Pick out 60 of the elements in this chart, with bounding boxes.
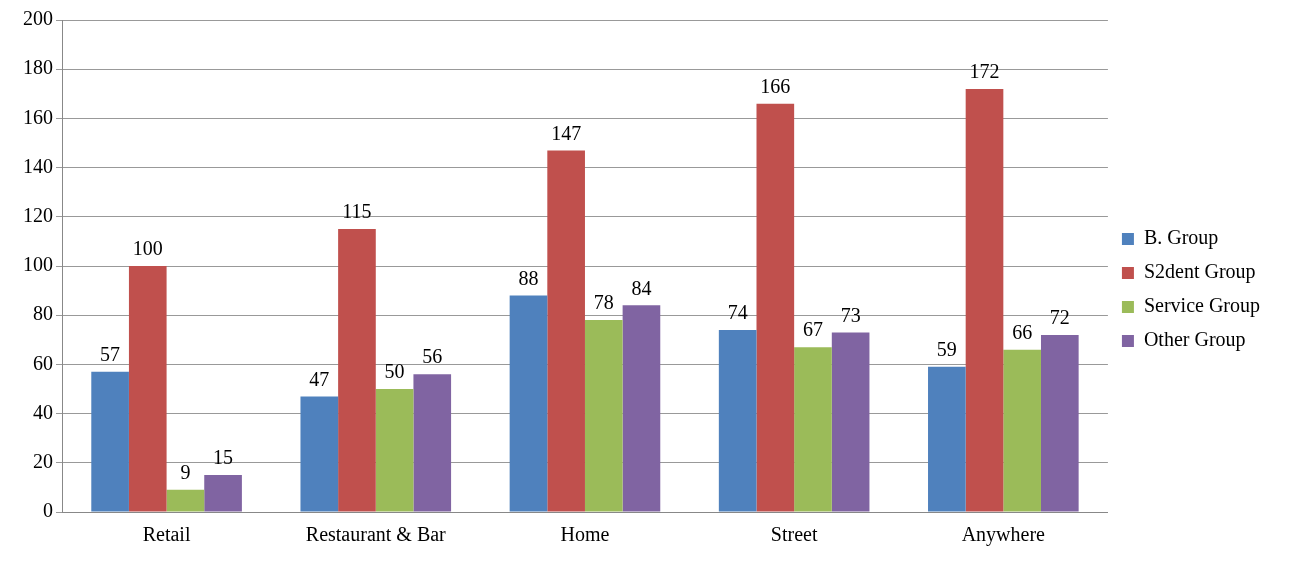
bar (166, 489, 205, 512)
y-tick-label: 100 (23, 253, 53, 276)
bar (338, 229, 376, 512)
legend-label: Other Group (1143, 328, 1246, 352)
data-label: 47 (309, 367, 330, 390)
legend-label: S2dent Group (1143, 260, 1256, 284)
data-label: 72 (1049, 306, 1070, 329)
bar (91, 371, 129, 512)
y-tick-label: 160 (23, 105, 53, 128)
bar (375, 389, 414, 512)
data-label: 50 (384, 360, 405, 383)
x-tick-label: Retail (142, 523, 191, 546)
bar (718, 329, 757, 512)
bar (128, 266, 167, 512)
bar (622, 305, 661, 512)
data-label: 147 (551, 121, 582, 144)
y-tick-label: 140 (23, 154, 53, 177)
data-label: 67 (802, 318, 823, 341)
data-label: 100 (132, 237, 163, 260)
bar (204, 475, 242, 512)
y-tick-label: 40 (33, 400, 53, 423)
data-label: 78 (593, 291, 614, 314)
bar (300, 396, 339, 512)
bar (965, 88, 1004, 512)
bar (509, 295, 548, 512)
data-label: 56 (422, 345, 443, 368)
x-tick-label: Restaurant & Bar (305, 523, 447, 546)
data-label: 66 (1012, 320, 1033, 343)
data-label: 73 (840, 303, 861, 326)
legend-label: Service Group (1143, 294, 1260, 318)
bar (928, 366, 966, 512)
data-label: 88 (518, 266, 539, 289)
x-tick-label: Home (560, 523, 610, 546)
y-tick-label: 80 (33, 302, 53, 325)
bar (547, 150, 585, 512)
bar (413, 374, 452, 512)
x-tick-label: Anywhere (961, 523, 1046, 547)
bar (831, 332, 870, 512)
y-tick-label: 200 (23, 7, 53, 30)
data-label: 74 (727, 301, 748, 324)
y-tick-label: 60 (33, 351, 53, 374)
legend-label: B. Group (1143, 226, 1219, 250)
bar (756, 103, 795, 512)
data-label: 172 (969, 60, 1000, 83)
data-label: 84 (631, 276, 652, 299)
bar (794, 347, 832, 512)
x-tick-label: Street (770, 523, 818, 546)
bar (584, 320, 623, 512)
y-tick-label: 180 (23, 56, 53, 79)
data-label: 57 (100, 343, 121, 366)
data-label: 15 (213, 446, 234, 469)
y-tick-label: 0 (43, 499, 53, 522)
bar (1040, 334, 1079, 512)
data-label: 115 (342, 200, 372, 223)
y-tick-label: 20 (33, 450, 53, 473)
data-label: 166 (760, 74, 791, 97)
bar (1003, 349, 1041, 512)
y-tick-label: 120 (23, 204, 53, 227)
data-label: 59 (936, 338, 957, 361)
data-label: 9 (180, 461, 191, 484)
